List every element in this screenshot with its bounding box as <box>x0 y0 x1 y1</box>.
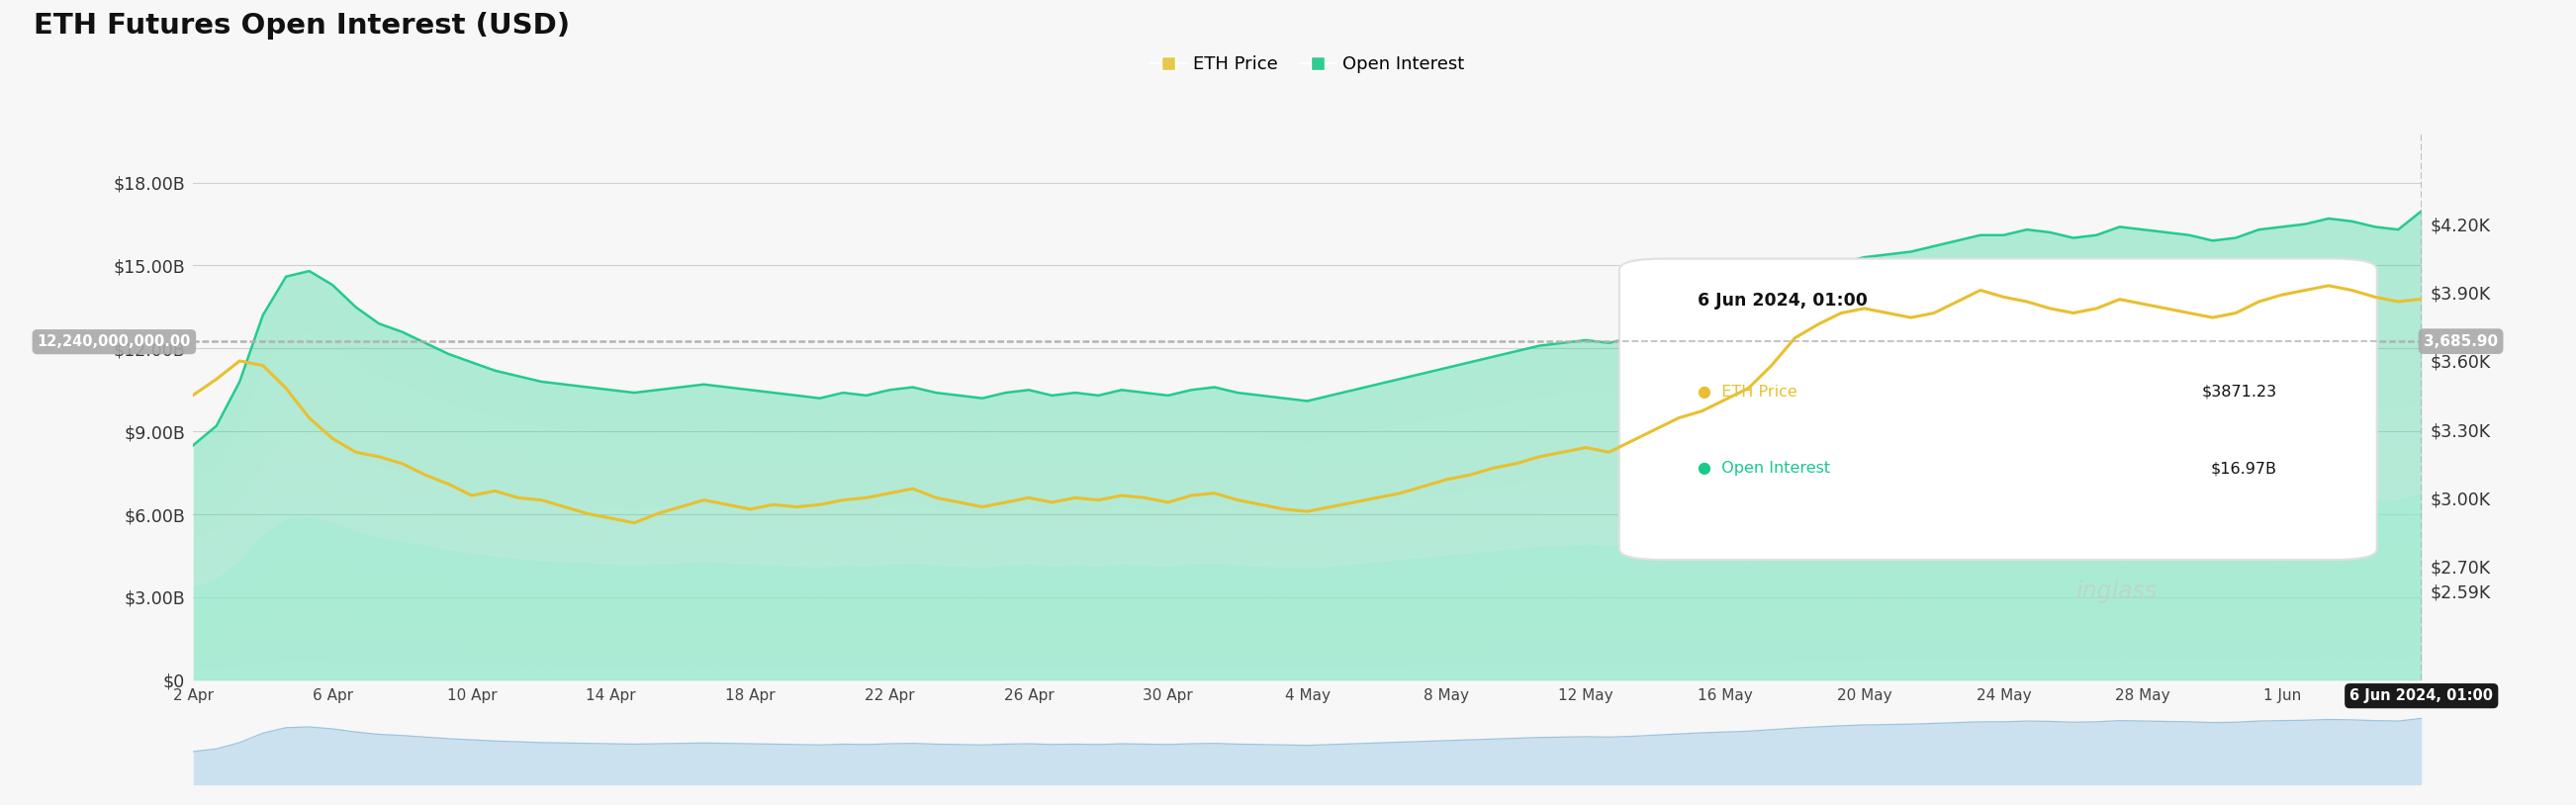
Text: ●  Open Interest: ● Open Interest <box>1698 461 1829 476</box>
Text: 3,685.90: 3,685.90 <box>2424 334 2499 349</box>
Text: $3871.23: $3871.23 <box>2202 385 2277 399</box>
FancyBboxPatch shape <box>1620 258 2378 559</box>
Text: ETH Futures Open Interest (USD): ETH Futures Open Interest (USD) <box>33 12 569 39</box>
Legend: ETH Price, Open Interest: ETH Price, Open Interest <box>1144 48 1471 80</box>
Text: 12,240,000,000.00: 12,240,000,000.00 <box>36 334 191 349</box>
Text: ●  ETH Price: ● ETH Price <box>1698 385 1798 399</box>
Text: inglass: inglass <box>2076 580 2159 604</box>
Text: $16.97B: $16.97B <box>2210 461 2277 476</box>
Text: 6 Jun 2024, 01:00: 6 Jun 2024, 01:00 <box>1698 291 1868 309</box>
